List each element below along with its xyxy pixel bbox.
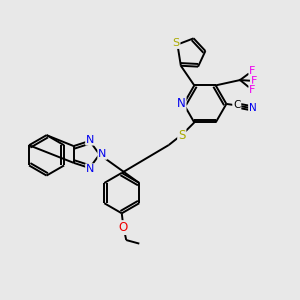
Text: F: F bbox=[249, 85, 256, 94]
Text: F: F bbox=[251, 76, 257, 85]
Text: N: N bbox=[98, 149, 106, 159]
Text: N: N bbox=[86, 135, 94, 145]
Text: N: N bbox=[86, 164, 94, 174]
Text: S: S bbox=[172, 38, 179, 48]
Text: N: N bbox=[249, 103, 257, 113]
Text: C: C bbox=[233, 100, 241, 110]
Text: S: S bbox=[178, 129, 185, 142]
Text: O: O bbox=[118, 221, 128, 234]
Text: F: F bbox=[249, 66, 256, 76]
Text: N: N bbox=[177, 98, 186, 110]
